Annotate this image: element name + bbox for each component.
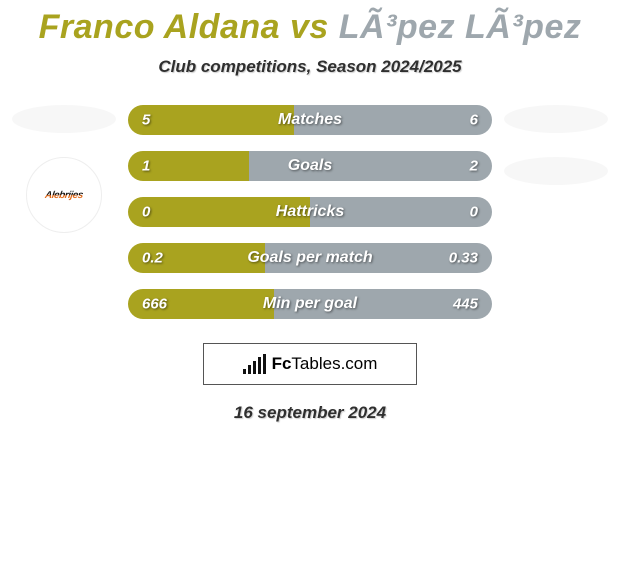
stat-value-left: 1 [142, 158, 150, 175]
stat-value-left: 0 [142, 204, 150, 221]
left-flag-icon [12, 105, 116, 133]
stat-label: Goals per match [247, 249, 372, 267]
left-club-badge-icon: Alebrijes [26, 157, 102, 233]
brand-bold: Fc [272, 354, 292, 373]
stat-bar: 666 445 Min per goal [128, 289, 492, 319]
subtitle: Club competitions, Season 2024/2025 [0, 57, 620, 77]
stat-label: Goals [288, 157, 332, 175]
right-club-placeholder-icon [504, 157, 608, 185]
stat-label: Min per goal [263, 295, 357, 313]
stat-value-left: 666 [142, 296, 167, 313]
stat-label: Hattricks [276, 203, 344, 221]
left-club-badge-text: Alebrijes [44, 190, 83, 201]
stat-bar: 0 0 Hattricks [128, 197, 492, 227]
stat-value-left: 5 [142, 112, 150, 129]
stat-value-right: 0.33 [449, 250, 478, 267]
title-left-player: Franco Aldana vs [39, 8, 329, 46]
brand-rest: Tables.com [291, 354, 377, 373]
comparison-title: Franco Aldana vs LÃ³pez LÃ³pez [0, 0, 620, 47]
title-right-player: LÃ³pez LÃ³pez [339, 8, 582, 46]
stat-value-right: 0 [470, 204, 478, 221]
right-player-col [500, 105, 612, 335]
stat-value-right: 445 [453, 296, 478, 313]
stat-bar-right-fill [249, 151, 492, 181]
left-player-col: Alebrijes [8, 105, 120, 335]
stat-bar: 5 6 Matches [128, 105, 492, 135]
stat-label: Matches [278, 111, 342, 129]
right-flag-icon [504, 105, 608, 133]
content-row: Alebrijes 5 6 Matches 1 2 Goals 0 0 Hattricks 0.2… [0, 105, 620, 335]
stats-bars: 5 6 Matches 1 2 Goals 0 0 Hattricks 0.2 0.33 Goals … [120, 105, 500, 335]
brand-text: FcTables.com [272, 354, 378, 374]
snapshot-date: 16 september 2024 [0, 403, 620, 423]
brand-logo[interactable]: FcTables.com [203, 343, 417, 385]
stat-bar-left-fill [128, 105, 294, 135]
stat-value-right: 2 [470, 158, 478, 175]
stat-bar: 1 2 Goals [128, 151, 492, 181]
stat-value-left: 0.2 [142, 250, 163, 267]
bar-chart-icon [243, 354, 266, 374]
stat-value-right: 6 [470, 112, 478, 129]
stat-bar: 0.2 0.33 Goals per match [128, 243, 492, 273]
